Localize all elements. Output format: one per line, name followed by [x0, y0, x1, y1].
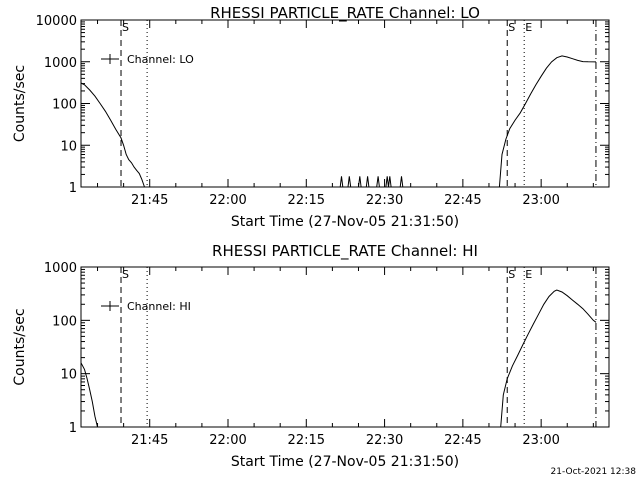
plot-frame: [80, 19, 610, 188]
data-series-line: [376, 176, 380, 188]
x-tick-label: 22:30: [366, 433, 403, 448]
y-axis-label: Counts/sec: [12, 308, 28, 385]
y-tick-label: 1000: [44, 261, 77, 276]
y-tick-label: 100: [52, 314, 77, 329]
x-tick-label: 21:45: [131, 433, 168, 448]
y-tick-label: 10000: [36, 14, 77, 29]
legend-entry: Channel: HI: [127, 300, 191, 313]
data-series-line: [399, 176, 404, 188]
x-tick-label: 22:30: [366, 193, 403, 208]
event-marker-label: E: [525, 268, 532, 281]
y-axis-label: Counts/sec: [12, 65, 28, 142]
y-tick-label: 10: [60, 368, 77, 383]
x-tick-label: 22:45: [444, 433, 481, 448]
data-series-line: [500, 289, 597, 428]
data-series-line: [80, 82, 145, 188]
y-tick-label: 10: [60, 139, 77, 154]
data-series-line: [358, 176, 362, 188]
footer-timestamp: 21-Oct-2021 12:38: [551, 467, 637, 477]
legend-entry: Channel: LO: [127, 53, 194, 66]
event-marker-label: S: [508, 268, 515, 281]
x-tick-label: 22:00: [209, 433, 246, 448]
event-marker-label: S: [122, 21, 129, 34]
x-tick-label: 22:00: [209, 193, 246, 208]
data-series-line: [347, 176, 352, 188]
x-tick-label: 23:00: [522, 193, 559, 208]
y-tick-label: 1000: [44, 56, 77, 71]
event-marker-label: S: [508, 21, 515, 34]
event-marker-label: E: [525, 21, 532, 34]
plot-frame: [80, 266, 610, 428]
data-series-line: [365, 176, 370, 188]
data-series-line: [498, 55, 597, 188]
x-tick-label: 22:45: [444, 193, 481, 208]
y-tick-label: 1: [69, 421, 77, 436]
panel-hi: RHESSI PARTICLE_RATE Channel: HI 1 10 100 10…: [12, 242, 610, 470]
chart-title: RHESSI PARTICLE_RATE Channel: HI: [212, 242, 478, 261]
x-tick-label: 22:15: [288, 433, 325, 448]
data-series-line: [385, 176, 392, 188]
data-series-line: [80, 362, 98, 428]
x-axis-label: Start Time (27-Nov-05 21:31:50): [231, 214, 459, 230]
event-marker-label: S: [122, 268, 129, 281]
data-series-line: [339, 176, 344, 188]
y-tick-label: 100: [52, 98, 77, 113]
x-tick-label: 22:15: [288, 193, 325, 208]
panel-lo: RHESSI PARTICLE_RATE Channel: LO 1 10 100 10…: [12, 4, 610, 230]
x-tick-label: 21:45: [131, 193, 168, 208]
x-axis-label: Start Time (27-Nov-05 21:31:50): [231, 454, 459, 470]
chart-title: RHESSI PARTICLE_RATE Channel: LO: [210, 4, 480, 23]
x-tick-label: 23:00: [522, 433, 559, 448]
y-tick-label: 1: [69, 181, 77, 196]
